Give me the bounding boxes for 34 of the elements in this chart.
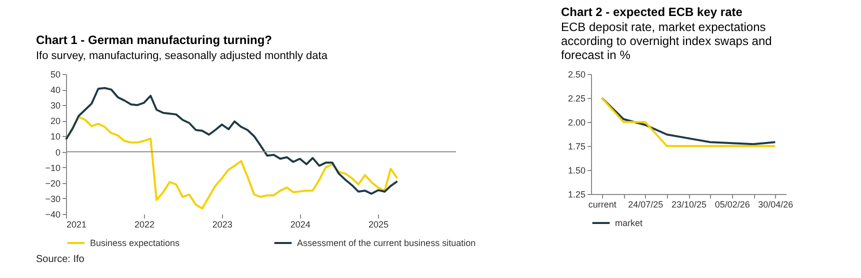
source-note: Source: Ifo [36,254,85,265]
y-tick-label: −10 [45,162,60,173]
x-tick-label: 23/10/25 [671,200,707,210]
x-tick-label: current [588,200,617,210]
y-tick-label: 30 [50,100,60,111]
y-tick-label: 10 [50,132,60,142]
chart-title: Chart 2 - expected ECB key rate [561,5,743,19]
y-tick-label: −40 [45,210,60,220]
y-tick-label: −30 [45,194,60,204]
y-tick-label: 2.00 [568,118,586,128]
y-tick-label: −20 [45,178,60,188]
y-tick-label: 40 [50,85,60,96]
y-tick-label: 2.50 [568,70,586,80]
x-tick-label: 05/02/26 [714,200,750,210]
x-tick-label: 2025 [368,220,389,230]
legend-label: Assessment of the current business situation [297,238,476,248]
legend-label: market [615,218,644,228]
x-tick-label: 24/07/25 [628,200,664,210]
y-tick-label: 1.50 [568,166,586,176]
chart-title: Chart 1 - German manufacturing turning? [36,33,272,47]
x-tick-label: 2022 [134,220,154,230]
y-tick-label: 1.75 [568,142,586,152]
legend-label: Business expectations [90,238,180,248]
chart-subtitle: Ifo survey, manufacturing, seasonally adjusted monthly data [36,50,328,62]
x-tick-label: 2021 [66,220,87,230]
y-tick-label: 2.25 [568,94,586,104]
x-tick-label: 2024 [290,220,310,230]
x-tick-label: 2023 [212,220,232,230]
y-tick-label: 0 [55,147,60,158]
chart-subtitle: ECB deposit rate, market expectations according to overnight index swaps and forecast in % [561,20,772,62]
x-tick-label: 30/04/26 [758,200,794,210]
y-tick-label: 20 [50,116,60,126]
y-tick-label: 1.25 [568,190,586,200]
y-tick-label: 50 [50,70,60,80]
